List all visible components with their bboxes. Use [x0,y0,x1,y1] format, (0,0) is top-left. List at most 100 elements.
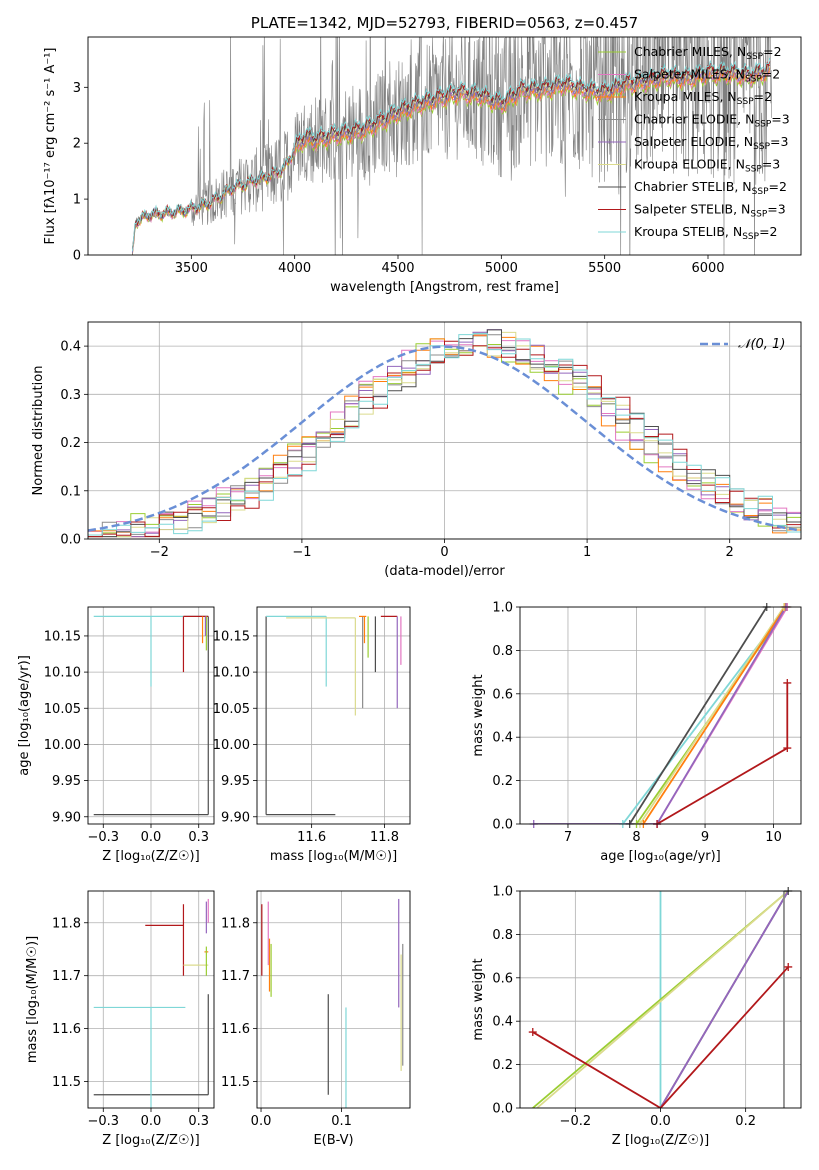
legend-entry: Kroupa MILES, NSSP=2 [634,89,772,107]
model-line-kroupa-stelib [131,57,771,252]
residuals-plot-area [88,322,801,539]
y-tick-label: 11.6 [52,1022,81,1037]
y-tick-label: 1.0 [492,601,513,616]
y-tick-label: 0 [73,249,81,264]
y-tick-label: 0.0 [492,1102,513,1117]
legend-entry: 𝒩(0, 1) [738,337,785,352]
x-axis-label: mass [log₁₀(M/M☉)] [270,849,397,864]
y-tick-label: 0.6 [492,971,513,986]
x-tick-label: 3500 [175,261,208,276]
x-tick-label: 8 [632,830,640,845]
y-tick-label: 10.05 [44,702,81,717]
x-tick-label: 6000 [691,261,724,276]
spectrum-chart: 3500 4000 4500 5000 5500 6000 0 1 2 3 PLATE=1342, … [43,14,802,295]
y-tick-label: 2 [73,137,81,152]
axes-frame [519,606,802,825]
y-axis-label: mass weight [471,674,486,756]
weight-line-salpeter-elodie [659,891,790,1108]
y-tick-label: 9.95 [52,774,81,789]
y-tick-label: 11.5 [52,1075,81,1090]
y-tick-label: 1.0 [492,885,513,900]
x-axis-label: E(B-V) [313,1133,353,1148]
y-tick-label: 9.95 [221,774,250,789]
y-tick-label: 11.8 [221,916,250,931]
residuals-chart: −2 −1 0 1 2 0.0 0.1 0.2 0.3 0.4 (data-model)/error… [31,321,802,579]
mass-weight-vs-Z-plot-area [520,891,801,1108]
y-tick-label: 10.00 [213,738,250,753]
age-vs-Z-chart: −0.3 0.0 0.3 9.90 9.95 10.00 10.05 10.10 10.15 Z … [17,606,215,864]
y-axis-label: Flux [fλ10⁻¹⁷ erg cm⁻² s⁻¹ A⁻¹] [43,48,58,245]
x-tick-label: −2 [150,545,169,560]
y-tick-label: 11.7 [52,969,81,984]
x-tick-label: 7 [564,830,572,845]
x-tick-label: 0.3 [188,1114,209,1129]
x-axis-label: Z [log₁₀(Z/Z☉)] [102,849,199,864]
x-tick-label: 5000 [485,261,518,276]
legend-entry: Salpeter MILES, NSSP=2 [634,67,780,85]
weight-line-salpeter-elodie [533,607,787,824]
x-tick-label: 0.0 [650,1114,671,1129]
x-tick-label: −0.2 [560,1114,592,1129]
axes-frame [256,890,411,1109]
y-tick-label: 10.05 [213,702,250,717]
x-tick-label: 0.2 [735,1114,756,1129]
x-axis-label: age [log₁₀(age/yr)] [600,849,721,864]
y-tick-label: 11.8 [52,916,81,931]
legend-entry: Chabrier MILES, NSSP=2 [634,44,782,62]
x-tick-label: −0.3 [87,830,119,845]
x-tick-label: 11.8 [370,830,399,845]
weight-line-kroupa-elodie [536,891,789,1108]
chart-title: PLATE=1342, MJD=52793, FIBERID=0563, z=0… [251,14,638,32]
plus-marker [783,678,792,687]
age-vs-Z-plot-area [88,607,214,824]
residual-histogram-kroupa-elodie [88,331,801,538]
x-tick-label: 0.0 [141,830,162,845]
weight-line-salpeter-stelib [532,966,789,1108]
age-vs-mass-chart: 11.6 11.8 9.90 9.95 10.00 10.05 10.10 10.15 mass… [213,606,411,864]
plus-marker [783,744,792,753]
residual-histogram-kroupa-stelib [88,333,801,536]
y-tick-label: 1 [73,193,81,208]
axes-frame [87,321,802,540]
x-tick-label: 5500 [588,261,621,276]
x-tick-label: 4000 [278,261,311,276]
mass-vs-Z-chart: −0.3 0.0 0.3 11.5 11.6 11.7 11.8 Z [log₁₀(Z/Z☉)… [25,890,215,1148]
mass-vs-Z-plot-area [88,891,214,1108]
y-tick-label: 9.90 [52,810,81,825]
y-tick-label: 10.15 [213,629,250,644]
y-axis-label: Normed distribution [31,366,46,496]
weight-line-chabrier-elodie [783,891,789,1108]
legend: Chabrier MILES, NSSP=2 Salpeter MILES, NS… [598,44,790,242]
normal-distribution-curve [88,345,801,532]
legend-entry: Salpeter STELIB, NSSP=3 [634,202,786,220]
mass-weight-vs-age-chart: 7 8 9 10 0.0 0.2 0.4 0.6 0.8 1.0 age [log₁₀(age/yr… [471,601,802,864]
legend-entry: Chabrier STELIB, NSSP=2 [634,179,787,197]
y-tick-label: 10.10 [44,666,81,681]
x-tick-label: 0 [440,545,448,560]
legend-entry: Chabrier ELODIE, NSSP=3 [634,112,790,130]
x-tick-label: 4500 [381,261,414,276]
plus-marker [784,962,793,971]
axes-frame [87,890,215,1109]
y-axis-label: mass weight [471,958,486,1040]
x-tick-label: 0.0 [141,1114,162,1129]
y-axis-label: mass [log₁₀(M/M☉)] [25,936,40,1063]
y-tick-label: 0.1 [60,484,81,499]
x-tick-label: −1 [292,545,311,560]
weight-line-kroupa-miles [642,607,786,824]
mass-vs-EBV-plot-area [257,891,410,1108]
spectrum-plot-area [131,37,772,255]
y-tick-label: 0.2 [492,774,513,789]
y-tick-label: 0.3 [60,388,81,403]
y-tick-label: 9.90 [221,810,250,825]
x-axis-label: wavelength [Angstrom, rest frame] [330,280,559,295]
x-tick-label: −0.3 [87,1114,119,1129]
weight-line-kroupa-elodie [639,607,785,824]
axes-frame [87,606,215,825]
y-tick-label: 0.8 [492,928,513,943]
observed-spectrum-line [132,37,772,255]
mass-vs-EBV-chart: 0.0 0.1 11.5 11.6 11.7 11.8 E(B-V) [221,890,411,1148]
x-axis-label: Z [log₁₀(Z/Z☉)] [612,1133,709,1148]
axes-frame [87,36,802,256]
